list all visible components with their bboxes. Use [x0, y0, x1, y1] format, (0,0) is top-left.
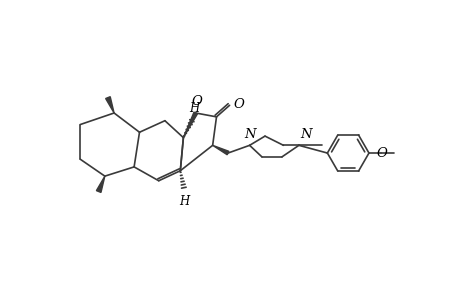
Text: N: N: [244, 128, 256, 141]
Polygon shape: [96, 176, 105, 193]
Polygon shape: [212, 145, 229, 155]
Text: H: H: [179, 195, 189, 208]
Text: O: O: [233, 98, 244, 111]
Polygon shape: [106, 97, 114, 113]
Text: O: O: [376, 146, 386, 160]
Text: H: H: [189, 102, 199, 115]
Text: N: N: [300, 128, 311, 141]
Text: O: O: [191, 94, 202, 108]
Polygon shape: [183, 112, 197, 138]
